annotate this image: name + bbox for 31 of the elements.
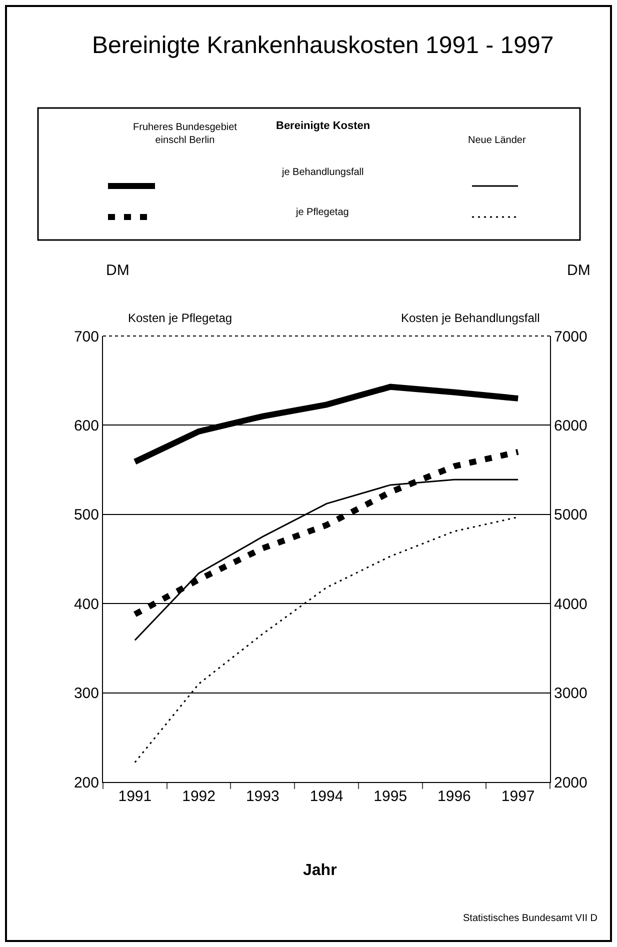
- y-tick-label: 500: [74, 506, 99, 524]
- x-tick-label: 1992: [182, 788, 216, 805]
- y2-tick-label: 7000: [554, 328, 588, 346]
- x-tick-label: 1993: [246, 788, 280, 805]
- text: Neue Länder: [468, 135, 526, 146]
- x-tick-label: 1997: [501, 788, 535, 805]
- text: je Behandlungsfall: [281, 167, 364, 178]
- y-tick-label: 300: [74, 685, 99, 702]
- y-tick-label: 600: [74, 417, 99, 434]
- x-tick-label: 1991: [118, 788, 152, 805]
- y2-tick-label: 3000: [554, 685, 588, 702]
- y-tick-label: 200: [74, 774, 99, 792]
- text: Statistisches Bundesamt VII D: [463, 913, 598, 924]
- chart-title: Bereinigte Krankenhauskosten 1991 - 1997: [92, 32, 554, 59]
- text: Fruheres Bundesgebiet einschl Berlin: [133, 122, 238, 146]
- y2-tick-label: 4000: [554, 596, 588, 613]
- y2-axis-title: DM: [567, 262, 590, 279]
- x-tick-label: 1996: [438, 788, 471, 805]
- x-axis-title: Jahr: [303, 862, 337, 879]
- y2-tick-label: 6000: [554, 417, 588, 434]
- y2-tick-label: 5000: [554, 506, 588, 524]
- text: Kosten je Behandlungsfall: [401, 311, 540, 325]
- x-tick-label: 1995: [374, 788, 408, 805]
- x-tick-label: 1994: [310, 788, 344, 805]
- y-tick-label: 700: [74, 328, 99, 346]
- text: Kosten je Pflegetag: [128, 311, 232, 325]
- legend-title: Bereinigte Kosten: [276, 120, 370, 132]
- y-tick-label: 400: [74, 596, 99, 613]
- text: je Pflegetag: [295, 207, 349, 218]
- y-axis-title: DM: [106, 262, 130, 279]
- y2-tick-label: 2000: [554, 774, 588, 792]
